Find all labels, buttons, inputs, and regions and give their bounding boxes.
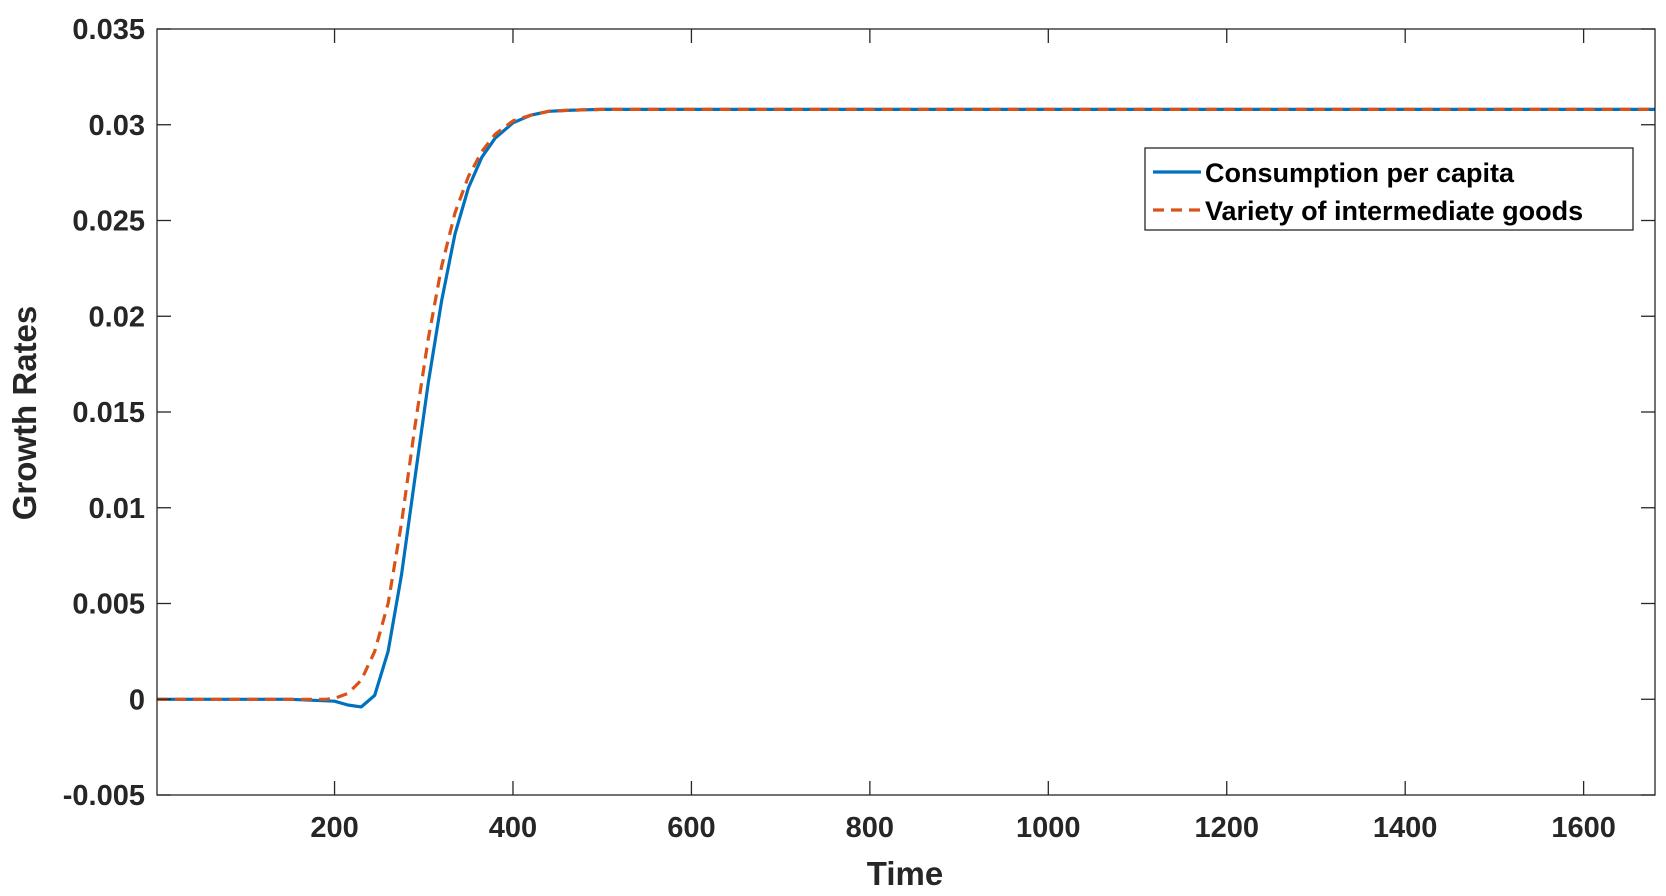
y-tick-label: 0.035 xyxy=(72,14,145,46)
x-axis-label: Time xyxy=(867,855,943,892)
y-tick-label: 0.03 xyxy=(89,110,145,142)
y-tick-label: 0.025 xyxy=(72,206,145,238)
x-tick-label: 1600 xyxy=(1551,812,1616,844)
plot-area xyxy=(157,29,1655,795)
y-tick-label: 0 xyxy=(129,684,145,716)
legend-label-1: Consumption per capita xyxy=(1205,158,1515,188)
x-tick-label: 200 xyxy=(310,812,358,844)
y-tick-label: 0.01 xyxy=(89,493,145,525)
y-tick-label: 0.005 xyxy=(72,589,145,621)
x-tick-label: 800 xyxy=(846,812,894,844)
x-tick-label: 400 xyxy=(489,812,537,844)
y-tick-label: 0.015 xyxy=(72,397,145,429)
series-layer xyxy=(157,107,1655,709)
x-tick-label: 600 xyxy=(667,812,715,844)
x-tick-label: 1400 xyxy=(1373,812,1438,844)
y-axis-label: Growth Rates xyxy=(6,306,43,521)
y-tick-label: -0.005 xyxy=(63,780,145,812)
x-tick-label: 1200 xyxy=(1194,812,1259,844)
legend-label-2: Variety of intermediate goods xyxy=(1205,196,1583,226)
ticks-layer: 200 400 600 800 1000 1200 1400 1600 -0.005 0 0.005… xyxy=(63,14,1655,844)
legend-box xyxy=(1144,147,1634,231)
x-tick-label: 1000 xyxy=(1016,812,1081,844)
y-tick-label: 0.02 xyxy=(89,301,145,333)
legend: Consumption per capita Variety of interme… xyxy=(1144,147,1634,231)
plot-background xyxy=(157,29,1655,795)
series-line-2 xyxy=(157,107,1655,701)
